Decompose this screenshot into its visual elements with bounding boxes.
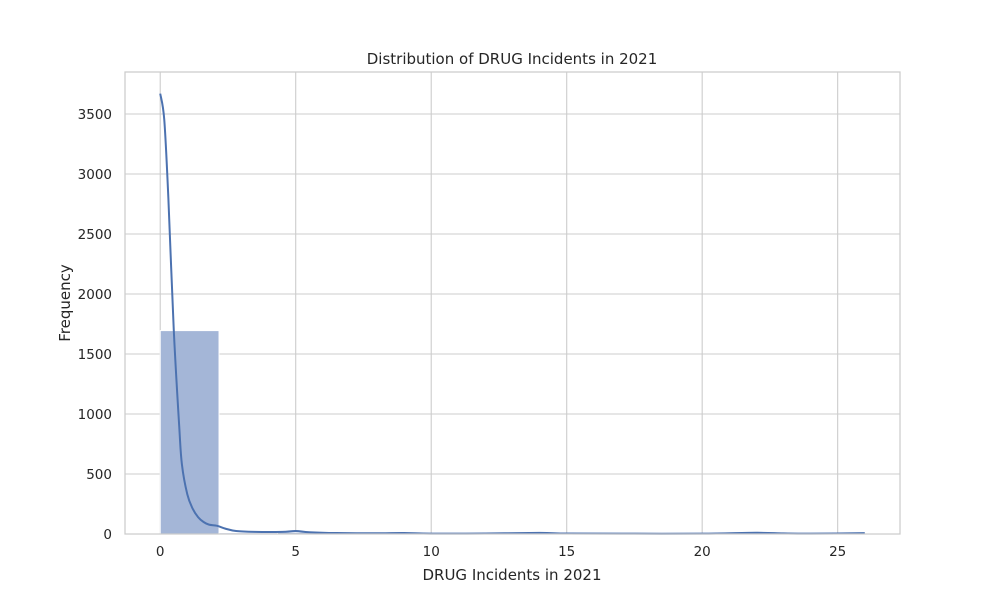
x-tick-label: 20 <box>694 544 711 560</box>
y-tick-label: 1500 <box>78 347 112 363</box>
y-tick-label: 3500 <box>78 107 112 123</box>
x-tick-label: 5 <box>291 544 300 560</box>
y-axis-label: Frequency <box>56 264 74 342</box>
x-axis-ticks: 0 5 10 15 20 25 <box>156 544 846 560</box>
y-tick-label: 1000 <box>78 407 112 423</box>
y-tick-label: 2000 <box>78 287 112 303</box>
x-tick-label: 10 <box>423 544 440 560</box>
plot-frame <box>124 71 901 535</box>
x-tick-label: 0 <box>156 544 165 560</box>
grid-lines <box>125 72 900 535</box>
y-tick-label: 2500 <box>78 227 112 243</box>
x-axis-label: DRUG Incidents in 2021 <box>422 566 601 584</box>
chart-title: Distribution of DRUG Incidents in 2021 <box>367 50 658 68</box>
x-tick-label: 15 <box>558 544 575 560</box>
y-tick-label: 3000 <box>78 167 112 183</box>
y-tick-label: 0 <box>103 527 112 543</box>
y-tick-label: 500 <box>86 467 112 483</box>
y-axis-ticks: 0 500 1000 1500 2000 2500 3000 3500 <box>78 107 112 543</box>
x-tick-label: 25 <box>829 544 846 560</box>
